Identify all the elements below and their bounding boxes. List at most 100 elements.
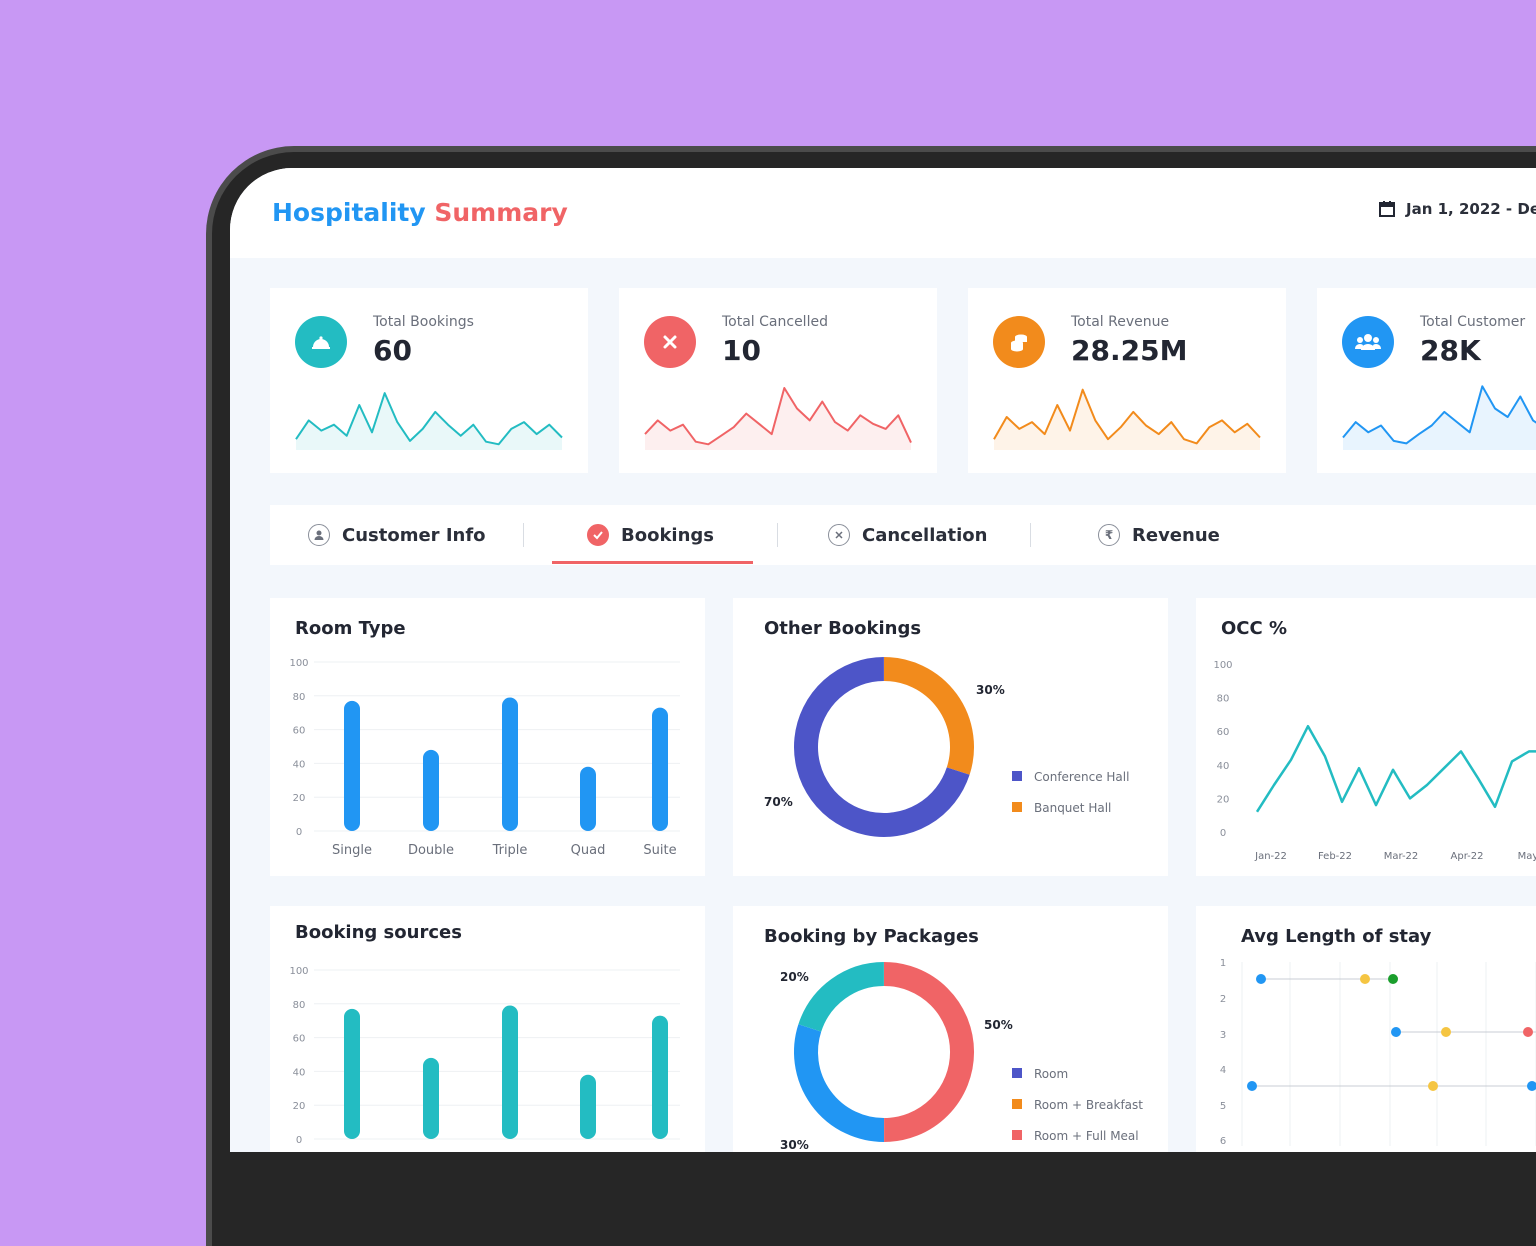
y-tick-label: 20	[293, 1101, 306, 1112]
y-tick-label: 80	[293, 692, 306, 703]
tab-label: Cancellation	[862, 524, 988, 546]
donut-slice	[883, 962, 975, 1142]
stat-card-total-cancelled: Total Cancelled 10	[619, 288, 937, 473]
sparkline	[1342, 385, 1536, 450]
tab-cancellation[interactable]: Cancellation	[828, 505, 988, 565]
tab-revenue[interactable]: ₹ Revenue	[1098, 505, 1220, 565]
stat-card-total-bookings: Total Bookings 60	[270, 288, 588, 473]
x-tick-label: May	[1518, 851, 1536, 862]
tab-bookings[interactable]: Bookings	[587, 505, 714, 565]
sparkline-line	[993, 388, 1261, 445]
occ-line-chart: 0 20 40 60 80 100 Jan-22 Feb-22 Mar-22 Apr-22 May	[1213, 660, 1536, 862]
rupee-icon: ₹	[1098, 524, 1120, 546]
sparkline-area	[645, 388, 911, 450]
chart-title: Booking sources	[295, 922, 462, 943]
bar	[423, 1057, 439, 1139]
tab-customer-info[interactable]: Customer Info	[308, 505, 486, 565]
y-tick-label: 20	[293, 793, 306, 804]
avg-length-of-stay-card: Avg Length of stay 1 2 3 4 5 6	[1196, 906, 1536, 1152]
x-tick-label: Single	[332, 843, 372, 858]
bar	[423, 749, 439, 831]
calendar-icon	[1379, 201, 1395, 217]
bar	[502, 1005, 518, 1139]
booking-sources-chart: 0 20 40 60 80 100	[289, 966, 680, 1146]
y-tick-label: 4	[1220, 1065, 1226, 1076]
tab-bar: Customer Info Bookings Cancellation ₹ Re…	[270, 505, 1536, 565]
sparkline	[993, 388, 1261, 450]
data-point	[1247, 1081, 1257, 1091]
x-tick-label: Feb-22	[1318, 851, 1352, 862]
cancel-icon	[828, 524, 850, 546]
user-icon	[308, 524, 330, 546]
tab-label: Revenue	[1132, 524, 1220, 546]
tab-label: Bookings	[621, 524, 715, 546]
legend-label: Room + Breakfast	[1034, 1098, 1143, 1112]
data-point	[1527, 1081, 1536, 1091]
x-tick-label: Apr-22	[1451, 851, 1484, 862]
avg-length-of-stay-chart: 1 2 3 4 5 6	[1220, 958, 1536, 1147]
y-tick-label: 60	[293, 726, 306, 737]
legend-swatch	[1012, 1068, 1022, 1078]
bar	[580, 1074, 596, 1139]
booking-by-packages-card: Booking by Packages 20% 50% 30% Room Roo…	[733, 906, 1168, 1152]
date-range-picker[interactable]: Jan 1, 2022 - Dec	[1378, 200, 1536, 218]
y-tick-label: 0	[1220, 828, 1226, 839]
y-tick-label: 0	[296, 827, 302, 838]
booking-sources-card: Booking sources 0 20 40 60 80 100	[270, 906, 705, 1152]
tab-divider	[523, 523, 524, 547]
data-point	[1256, 974, 1266, 984]
stat-label: Total Revenue	[1071, 314, 1170, 330]
title-part-2: Summary	[434, 198, 568, 227]
bar	[652, 707, 668, 831]
data-point	[1391, 1027, 1401, 1037]
other-bookings-card: Other Bookings 70% 30% Conference Hall B…	[733, 598, 1168, 876]
sparkline-line	[1342, 385, 1536, 445]
x-tick-label: Mar-22	[1384, 851, 1419, 862]
x-tick-label: Jan-22	[1254, 851, 1287, 862]
x-tick-label: Double	[408, 843, 454, 858]
stat-card-total-revenue: Total Revenue 28.25M	[968, 288, 1286, 473]
bell-icon	[295, 316, 347, 368]
legend-label: Conference Hall	[1034, 770, 1129, 784]
page-title: Hospitality Summary	[272, 198, 568, 227]
stat-value: 28K	[1420, 334, 1481, 367]
y-tick-label: 40	[293, 1067, 306, 1078]
legend-swatch	[1012, 1130, 1022, 1140]
y-tick-label: 80	[1217, 694, 1230, 705]
donut	[794, 657, 974, 837]
data-point	[1428, 1081, 1438, 1091]
stat-value: 10	[722, 334, 761, 367]
y-tick-label: 100	[289, 658, 308, 669]
users-icon	[1342, 316, 1394, 368]
x-tick-label: Suite	[643, 843, 676, 858]
y-tick-label: 60	[1217, 727, 1230, 738]
y-tick-label: 5	[1220, 1101, 1226, 1112]
chart-title: Booking by Packages	[764, 926, 979, 947]
sparkline-line	[295, 392, 563, 446]
stat-card-total-customer: Total Customer 28K	[1317, 288, 1536, 473]
stat-label: Total Cancelled	[722, 314, 828, 330]
tab-label: Customer Info	[342, 524, 486, 546]
y-tick-label: 6	[1220, 1136, 1226, 1147]
bar	[580, 766, 596, 831]
chart-title: Room Type	[295, 618, 406, 639]
donut-slice	[794, 1024, 885, 1142]
room-type-card: Room Type 0 20 40 60 80 100 Single Double Triple…	[270, 598, 705, 876]
legend-label: Banquet Hall	[1034, 801, 1111, 815]
y-tick-label: 2	[1220, 994, 1226, 1005]
legend-swatch	[1012, 771, 1022, 781]
data-point	[1388, 974, 1398, 984]
donut-label-20: 20%	[780, 970, 809, 984]
check-icon	[587, 524, 609, 546]
occ-percent-card: OCC % 0 20 40 60 80 100 Jan-22 Feb-22 Mar-22 Apr-…	[1196, 598, 1536, 876]
stat-label: Total Bookings	[373, 314, 474, 330]
donut-label-30: 30%	[976, 683, 1005, 697]
data-point	[1441, 1027, 1451, 1037]
bar	[652, 1015, 668, 1139]
chart-title: Avg Length of stay	[1241, 926, 1432, 947]
booking-by-packages-donut: 20% 50% 30% Room Room + Breakfast Room +…	[780, 962, 1143, 1152]
stat-value: 28.25M	[1071, 334, 1188, 367]
coins-icon	[993, 316, 1045, 368]
y-tick-label: 3	[1220, 1030, 1226, 1041]
bar	[502, 697, 518, 831]
